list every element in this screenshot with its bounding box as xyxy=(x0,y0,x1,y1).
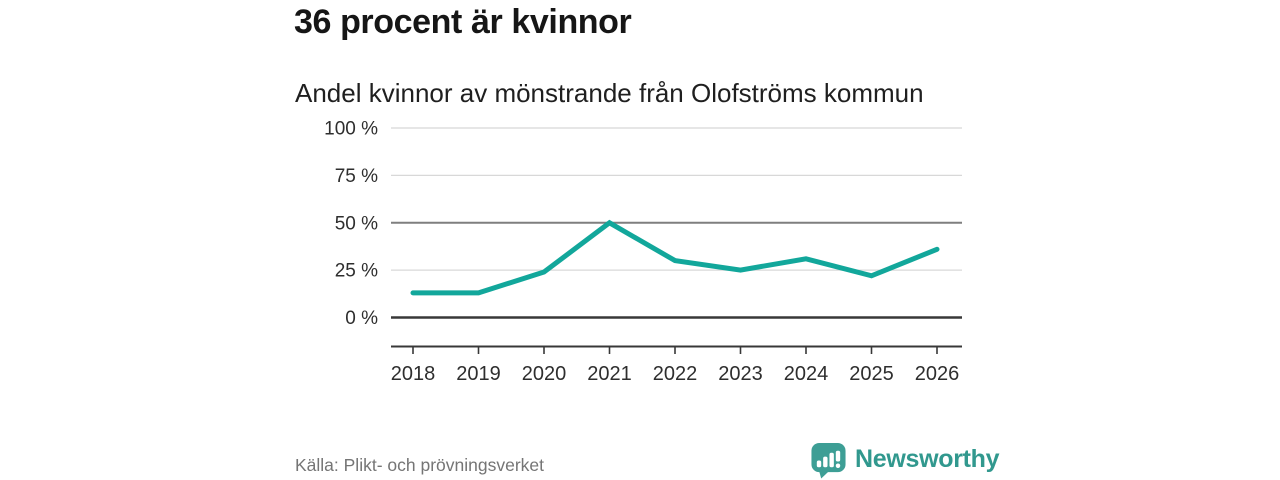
x-axis-label-2019: 2019 xyxy=(456,363,501,385)
chart-title: 36 procent är kvinnor xyxy=(294,3,632,41)
newsworthy-logo-text: Newsworthy xyxy=(855,445,1000,473)
newsworthy-logo-icon xyxy=(811,442,846,479)
x-axis-label-2026: 2026 xyxy=(915,363,960,385)
source-note: Källa: Plikt- och prövningsverket xyxy=(295,455,544,475)
y-axis-label-25: 25 % xyxy=(335,261,378,282)
data-line-series xyxy=(410,219,940,296)
x-axis-label-2024: 2024 xyxy=(784,363,829,385)
y-axis-label-75: 75 % xyxy=(335,166,378,187)
x-axis-label-2021: 2021 xyxy=(587,363,632,385)
chart-subtitle: Andel kvinnor av mönstrande från Olofstr… xyxy=(295,78,924,108)
y-axis-label-100: 100 % xyxy=(324,119,378,140)
x-axis-label-2023: 2023 xyxy=(718,363,763,385)
x-axis-label-2025: 2025 xyxy=(849,363,894,385)
newsworthy-logo: Newsworthy xyxy=(810,441,1000,479)
y-axis-label-50: 50 % xyxy=(335,213,378,234)
x-axis-label-2020: 2020 xyxy=(522,363,567,385)
y-axis-label-0: 0 % xyxy=(345,308,378,329)
x-axis-label-2018: 2018 xyxy=(391,363,436,385)
x-axis-label-2022: 2022 xyxy=(653,363,698,385)
